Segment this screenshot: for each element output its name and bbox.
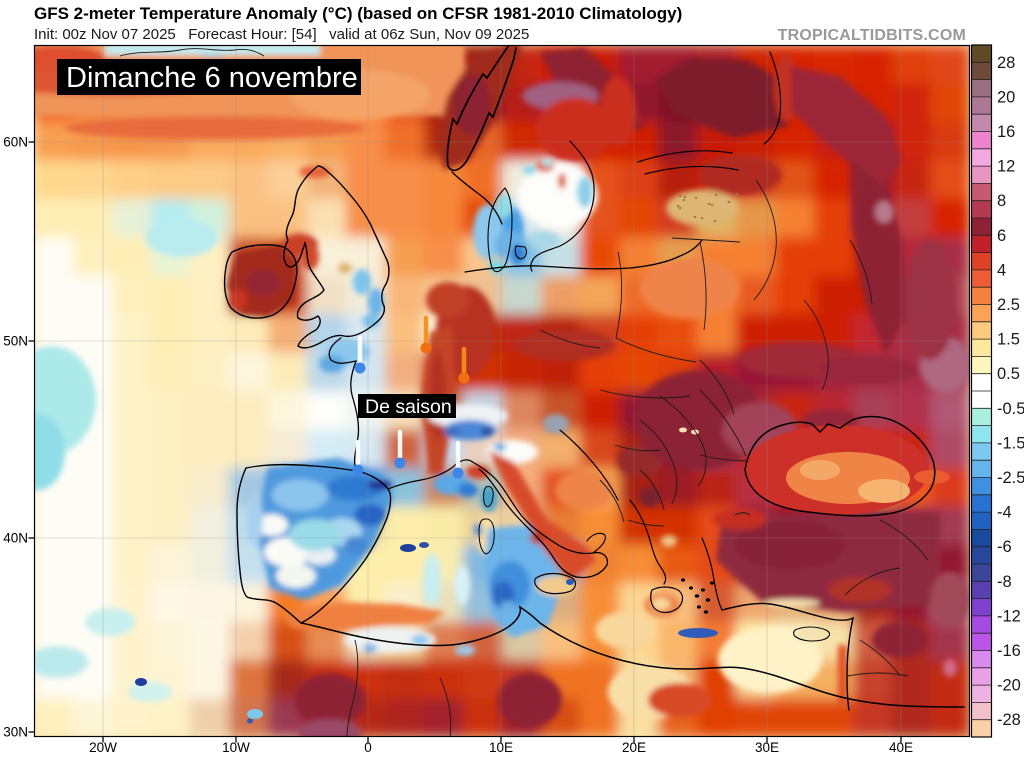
svg-text:-28: -28 xyxy=(997,711,1021,729)
svg-text:10W: 10W xyxy=(222,740,250,755)
svg-text:8: 8 xyxy=(997,192,1006,210)
svg-text:6: 6 xyxy=(997,227,1006,245)
svg-text:4: 4 xyxy=(997,261,1006,279)
svg-text:-2.5: -2.5 xyxy=(997,469,1024,487)
svg-text:28: 28 xyxy=(997,54,1015,72)
svg-text:1.5: 1.5 xyxy=(997,331,1020,349)
svg-text:TROPICALTIDBITS.COM: TROPICALTIDBITS.COM xyxy=(778,27,966,44)
svg-text:50N: 50N xyxy=(3,334,28,349)
svg-text:-16: -16 xyxy=(997,642,1021,660)
svg-text:40E: 40E xyxy=(889,740,913,755)
svg-text:30E: 30E xyxy=(755,740,779,755)
svg-text:0.5: 0.5 xyxy=(997,365,1020,383)
svg-text:0: 0 xyxy=(364,740,372,755)
svg-text:20: 20 xyxy=(997,88,1015,106)
svg-text:10E: 10E xyxy=(489,740,513,755)
svg-text:-20: -20 xyxy=(997,677,1021,695)
svg-text:-0.5: -0.5 xyxy=(997,400,1024,418)
svg-text:40N: 40N xyxy=(3,531,28,546)
svg-text:-8: -8 xyxy=(997,573,1012,591)
svg-text:De saison: De saison xyxy=(365,396,452,418)
svg-text:2.5: 2.5 xyxy=(997,296,1020,314)
svg-text:60N: 60N xyxy=(3,135,28,150)
svg-text:Dimanche 6 novembre: Dimanche 6 novembre xyxy=(66,62,358,94)
svg-text:Init: 00z Nov 07 2025 Foreca: Init: 00z Nov 07 2025 Forecast Hour: [54… xyxy=(34,26,529,43)
svg-text:-4: -4 xyxy=(997,504,1012,522)
svg-text:GFS 2-meter Temperature Anomal: GFS 2-meter Temperature Anomaly (°C) (ba… xyxy=(34,4,682,23)
svg-text:-1.5: -1.5 xyxy=(997,434,1024,452)
svg-text:16: 16 xyxy=(997,123,1015,141)
svg-text:-12: -12 xyxy=(997,607,1021,625)
svg-text:-6: -6 xyxy=(997,538,1012,556)
svg-text:20W: 20W xyxy=(89,740,117,755)
svg-text:30N: 30N xyxy=(3,725,28,740)
svg-text:20E: 20E xyxy=(622,740,646,755)
svg-text:12: 12 xyxy=(997,158,1015,176)
